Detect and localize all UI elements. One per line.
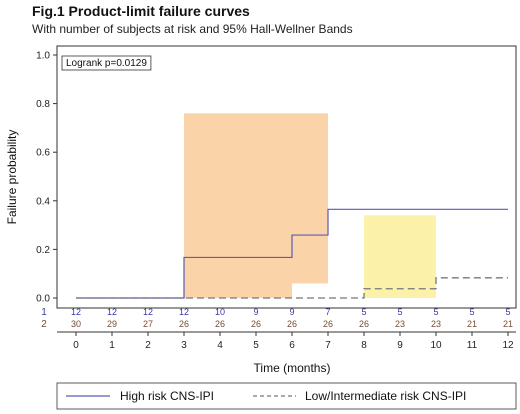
x-tick-label: 2 xyxy=(145,340,151,351)
x-tick-label: 8 xyxy=(361,340,367,351)
confidence-band-1-segment-1 xyxy=(184,113,292,298)
y-tick-label: 0.6 xyxy=(36,148,50,159)
at-risk-count: 12 xyxy=(107,307,117,317)
y-tick-label: 0.4 xyxy=(36,196,50,207)
at-risk-count: 12 xyxy=(179,307,189,317)
at-risk-count: 12 xyxy=(71,307,81,317)
series-line-2 xyxy=(76,277,508,299)
series-line-1 xyxy=(76,208,508,299)
at-risk-count: 26 xyxy=(251,319,261,329)
at-risk-count: 29 xyxy=(107,319,117,329)
at-risk-count: 26 xyxy=(323,319,333,329)
x-tick-label: 4 xyxy=(217,340,223,351)
x-tick-label: 11 xyxy=(467,340,478,351)
confidence-band-1-segment-2 xyxy=(292,113,328,284)
x-tick-label: 6 xyxy=(289,340,295,351)
at-risk-count: 5 xyxy=(505,307,510,317)
at-risk-count: 5 xyxy=(469,307,474,317)
at-risk-row-label: 1 xyxy=(41,307,47,318)
x-tick-label: 9 xyxy=(397,340,403,351)
at-risk-count: 5 xyxy=(397,307,402,317)
chart-title: Fig.1 Product-limit failure curves xyxy=(32,3,250,19)
x-axis-label: Time (months) xyxy=(254,361,331,375)
x-tick-label: 3 xyxy=(181,340,187,351)
at-risk-count: 26 xyxy=(179,319,189,329)
x-tick-label: 5 xyxy=(253,340,259,351)
legend-label-2: Low/Intermediate risk CNS-IPI xyxy=(305,389,466,403)
logrank-annotation: Logrank p=0.0129 xyxy=(66,58,147,69)
confidence-band-2-segment-1 xyxy=(364,215,436,298)
at-risk-count: 7 xyxy=(325,307,330,317)
at-risk-count: 9 xyxy=(289,307,294,317)
x-tick-label: 7 xyxy=(325,340,331,351)
at-risk-count: 12 xyxy=(143,307,153,317)
x-tick-label: 0 xyxy=(73,340,79,351)
at-risk-count: 10 xyxy=(215,307,225,317)
at-risk-count: 27 xyxy=(143,319,153,329)
annotation-box xyxy=(61,55,152,71)
at-risk-count: 21 xyxy=(503,319,513,329)
y-tick-label: 0.2 xyxy=(36,245,50,256)
at-risk-count: 5 xyxy=(433,307,438,317)
at-risk-count: 26 xyxy=(287,319,297,329)
y-tick-label: 0.8 xyxy=(36,99,50,110)
at-risk-count: 23 xyxy=(395,319,405,329)
at-risk-count: 9 xyxy=(253,307,258,317)
chart-subtitle: With number of subjects at risk and 95% … xyxy=(32,22,353,36)
at-risk-count: 23 xyxy=(431,319,441,329)
at-risk-count: 26 xyxy=(215,319,225,329)
at-risk-count: 30 xyxy=(71,319,81,329)
x-tick-label: 10 xyxy=(430,340,442,351)
at-risk-count: 26 xyxy=(359,319,369,329)
y-tick-label: 1.0 xyxy=(36,51,50,62)
legend-label-1: High risk CNS-IPI xyxy=(120,389,214,403)
legend-box xyxy=(56,382,517,410)
at-risk-row-label: 2 xyxy=(41,319,47,330)
y-tick-label: 0.0 xyxy=(36,294,50,305)
at-risk-count: 21 xyxy=(467,319,477,329)
x-tick-label: 12 xyxy=(502,340,514,351)
y-axis-label: Failure probability xyxy=(5,130,19,225)
x-tick-label: 1 xyxy=(109,340,115,351)
plot-frame xyxy=(56,45,517,309)
at-risk-count: 5 xyxy=(361,307,366,317)
